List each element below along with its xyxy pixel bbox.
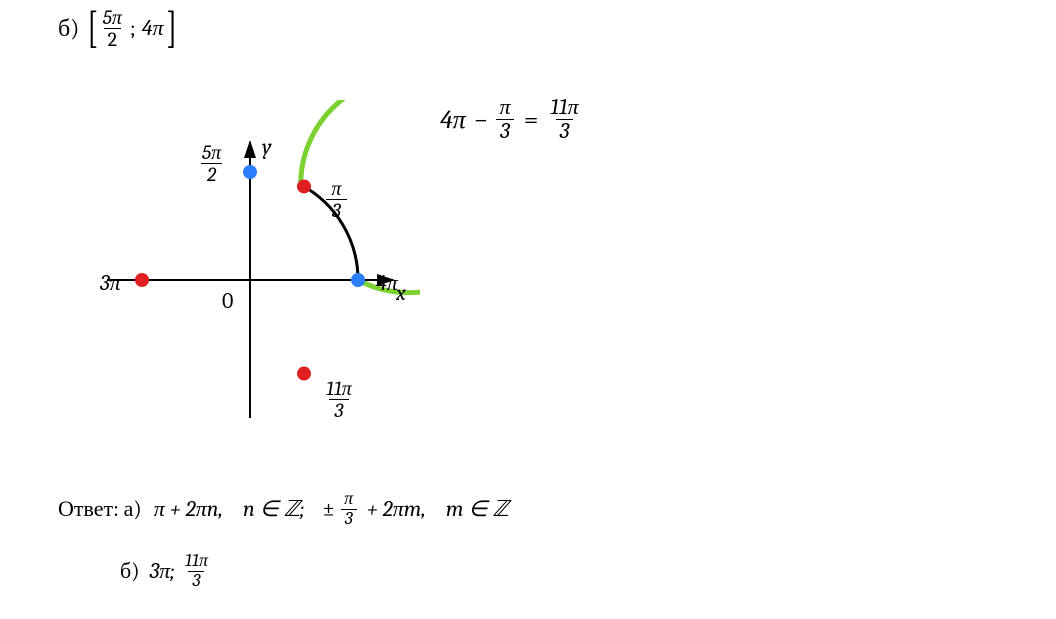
answer-b-label: б) bbox=[120, 558, 140, 584]
eq-lhs-a: 4π bbox=[440, 105, 466, 135]
circle-point bbox=[297, 367, 311, 381]
eq-rhs-den: 3 bbox=[556, 119, 574, 143]
interval-lower-den: 2 bbox=[104, 28, 121, 50]
point-frac-label: 11π3 bbox=[324, 378, 384, 428]
eq-minus: − bbox=[474, 105, 488, 135]
interval-lower-num: 5π bbox=[101, 7, 124, 28]
left-bracket: [ bbox=[88, 6, 99, 50]
y-axis-label: y bbox=[262, 134, 272, 160]
ans-b-t1: 3π; bbox=[150, 558, 175, 584]
ans-b-frac-den: 3 bbox=[188, 571, 204, 591]
problem-label: б) bbox=[58, 14, 79, 43]
origin-label: 0 bbox=[222, 288, 233, 314]
answer-prefix: Ответ: а) bbox=[58, 496, 142, 522]
eq-rhs-frac: 11π 3 bbox=[548, 96, 580, 143]
circle-point bbox=[351, 273, 365, 287]
unit-circle-diagram: xy05π2π34π11π33π bbox=[80, 100, 420, 440]
ans-b-frac: 11π 3 bbox=[183, 552, 210, 591]
eq-equals: = bbox=[524, 105, 538, 135]
point-label: 3π bbox=[99, 270, 122, 296]
right-bracket: ] bbox=[166, 6, 177, 50]
eq-mid-den: 3 bbox=[496, 119, 514, 143]
ans-a-pm: ± bbox=[323, 496, 335, 522]
interval-sep: ; bbox=[130, 15, 136, 41]
ans-a-t1: π + 2πn, bbox=[154, 496, 223, 522]
circle-point bbox=[135, 273, 149, 287]
point-frac-label: 5π2 bbox=[200, 142, 260, 192]
interval-upper: 4π bbox=[142, 15, 164, 41]
eq-mid-frac: π 3 bbox=[496, 96, 514, 143]
point-label: 4π bbox=[376, 270, 399, 296]
point-frac-label: π3 bbox=[326, 178, 386, 228]
circle-point bbox=[297, 179, 311, 193]
ans-a-frac-den: 3 bbox=[341, 509, 357, 529]
eq-mid-num: π bbox=[497, 96, 512, 119]
ans-a-t2: n ∈ ℤ; bbox=[243, 496, 304, 522]
eq-rhs-num: 11π bbox=[548, 96, 580, 119]
ans-a-t4: m ∈ ℤ bbox=[446, 496, 509, 522]
ans-a-t3: + 2πm, bbox=[367, 496, 426, 522]
ans-b-frac-num: 11π bbox=[183, 552, 210, 571]
ans-a-frac-num: π bbox=[342, 490, 355, 509]
interval-lower: 5π 2 bbox=[101, 7, 124, 50]
ans-a-frac: π 3 bbox=[341, 490, 357, 529]
